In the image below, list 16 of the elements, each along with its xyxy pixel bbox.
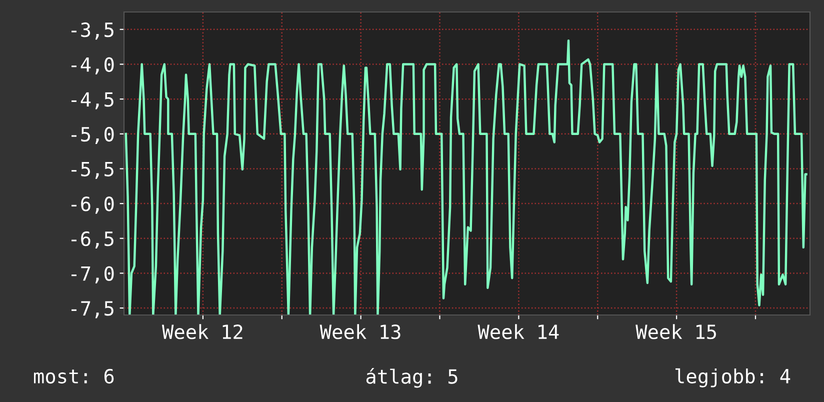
y-tick-label: -7,0 [72,266,114,284]
x-tick-label: Week 12 [162,324,242,340]
text: most: 6 [34,368,114,384]
y-tick-label: -6,0 [72,196,114,214]
y-tick-label: -5,0 [72,126,114,144]
y-tick-label: -5,5 [72,162,114,179]
x-tick-label: Week 14 [478,324,559,340]
text: legjobb: 4 [675,368,790,388]
y-tick-label: -6,5 [72,231,114,249]
y-tick-label: -4,5 [72,92,114,110]
x-tick-label: Week 15 [636,324,716,340]
y-tick-label: -4,0 [72,57,114,74]
y-tick-label: -3,5 [72,22,114,40]
x-tick-label: Week 13 [320,324,400,340]
text: átlag: 5 [366,368,458,388]
y-tick-label: -7,5 [72,301,114,318]
